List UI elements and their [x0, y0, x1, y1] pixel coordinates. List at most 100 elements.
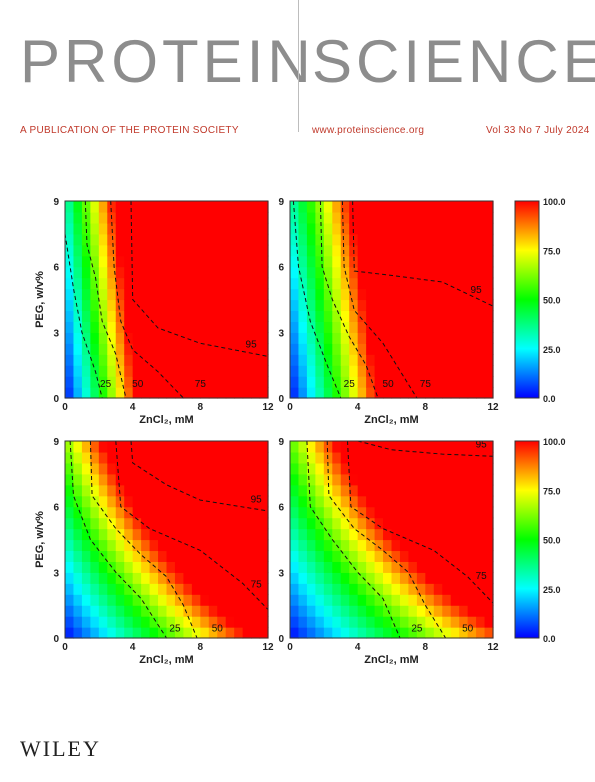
heat-cell: [65, 550, 75, 562]
heat-cell: [251, 495, 261, 508]
heat-cell: [399, 473, 410, 486]
heat-cell: [450, 211, 460, 224]
heat-cell: [484, 332, 494, 344]
heat-cell: [416, 354, 426, 366]
heat-cell: [81, 288, 91, 301]
heat-cell: [425, 244, 435, 257]
heat-cell: [476, 376, 486, 388]
heat-cell: [158, 310, 168, 322]
heat-cell: [149, 605, 159, 617]
heat-cell: [217, 201, 227, 213]
heat-cell: [433, 387, 443, 399]
heat-cell: [442, 266, 452, 279]
heat-cell: [433, 441, 443, 453]
heat-cell: [290, 561, 300, 573]
heat-cell: [366, 572, 376, 584]
heat-cell: [183, 627, 193, 639]
heat-cell: [191, 365, 201, 377]
y-tick-label: 0: [53, 394, 59, 405]
heat-cell: [433, 451, 443, 464]
colorbar-tick-label: 50.0: [543, 296, 561, 306]
heat-cell: [399, 310, 410, 322]
heat-cell: [183, 451, 193, 464]
heat-cell: [484, 605, 494, 617]
heat-cell: [259, 550, 269, 562]
heat-cell: [191, 310, 201, 322]
heat-cell: [290, 473, 300, 486]
heat-cell: [183, 255, 193, 268]
heat-cell: [200, 506, 210, 519]
heat-cell: [174, 583, 185, 595]
heat-cell: [183, 473, 193, 486]
heat-cell: [442, 605, 452, 617]
heat-cell: [225, 495, 235, 508]
heat-cell: [191, 354, 201, 366]
heat-cell: [166, 365, 176, 377]
heat-cell: [65, 528, 75, 541]
heat-cell: [467, 627, 477, 639]
heat-cell: [425, 211, 435, 224]
heat-cell: [225, 539, 235, 552]
heat-cell: [459, 594, 469, 606]
heat-cell: [90, 441, 100, 453]
heat-cell: [484, 211, 494, 224]
heat-cell: [107, 506, 117, 519]
heat-cell: [174, 387, 185, 399]
heat-cell: [450, 517, 460, 530]
heat-cell: [217, 484, 227, 497]
heat-cell: [306, 441, 316, 453]
heat-cell: [208, 605, 218, 617]
heat-cell: [90, 244, 100, 257]
heat-cell: [208, 255, 218, 268]
heat-cell: [115, 605, 125, 617]
heat-cell: [467, 616, 477, 628]
heat-cell: [174, 299, 185, 312]
heat-cell: [98, 572, 108, 584]
heat-cell: [366, 376, 376, 388]
heat-cell: [225, 321, 235, 333]
heat-cell: [298, 594, 308, 606]
heat-cell: [115, 266, 125, 279]
heat-cell: [166, 484, 176, 497]
heat-cell: [340, 365, 350, 377]
heat-cell: [149, 517, 159, 530]
heat-cell: [90, 561, 100, 573]
heat-cell: [315, 288, 325, 301]
heat-cell: [425, 583, 435, 595]
heat-cell: [115, 539, 125, 552]
heat-cell: [183, 310, 193, 322]
heat-cell: [166, 583, 176, 595]
heat-cell: [98, 627, 108, 639]
heat-cell: [332, 233, 342, 246]
heat-cell: [259, 343, 269, 355]
heat-cell: [315, 310, 325, 322]
heat-cell: [442, 616, 452, 628]
heat-cell: [349, 288, 359, 301]
heat-cell: [208, 332, 218, 344]
heat-cell: [65, 266, 75, 279]
heat-cell: [251, 517, 261, 530]
heat-cell: [217, 288, 227, 301]
heat-cell: [81, 387, 91, 399]
heat-cell: [191, 211, 201, 224]
heat-cell: [349, 451, 359, 464]
heat-cell: [73, 561, 83, 573]
heat-cell: [476, 233, 486, 246]
heat-cell: [416, 462, 426, 475]
heat-cell: [476, 332, 486, 344]
heat-cell: [98, 310, 108, 322]
heat-cell: [425, 365, 435, 377]
y-axis-label: PEG, w/v%: [34, 511, 46, 568]
heat-cell: [174, 365, 185, 377]
heat-cell: [476, 627, 486, 639]
heat-cell: [399, 441, 410, 453]
heat-cell: [98, 451, 108, 464]
heat-cell: [323, 244, 333, 257]
heat-cell: [332, 561, 342, 573]
heat-cell: [259, 583, 269, 595]
heat-cell: [158, 244, 168, 257]
journal-url[interactable]: www.proteinscience.org: [312, 125, 425, 136]
heat-cell: [242, 387, 252, 399]
heat-cell: [408, 561, 418, 573]
heat-cell: [459, 583, 469, 595]
